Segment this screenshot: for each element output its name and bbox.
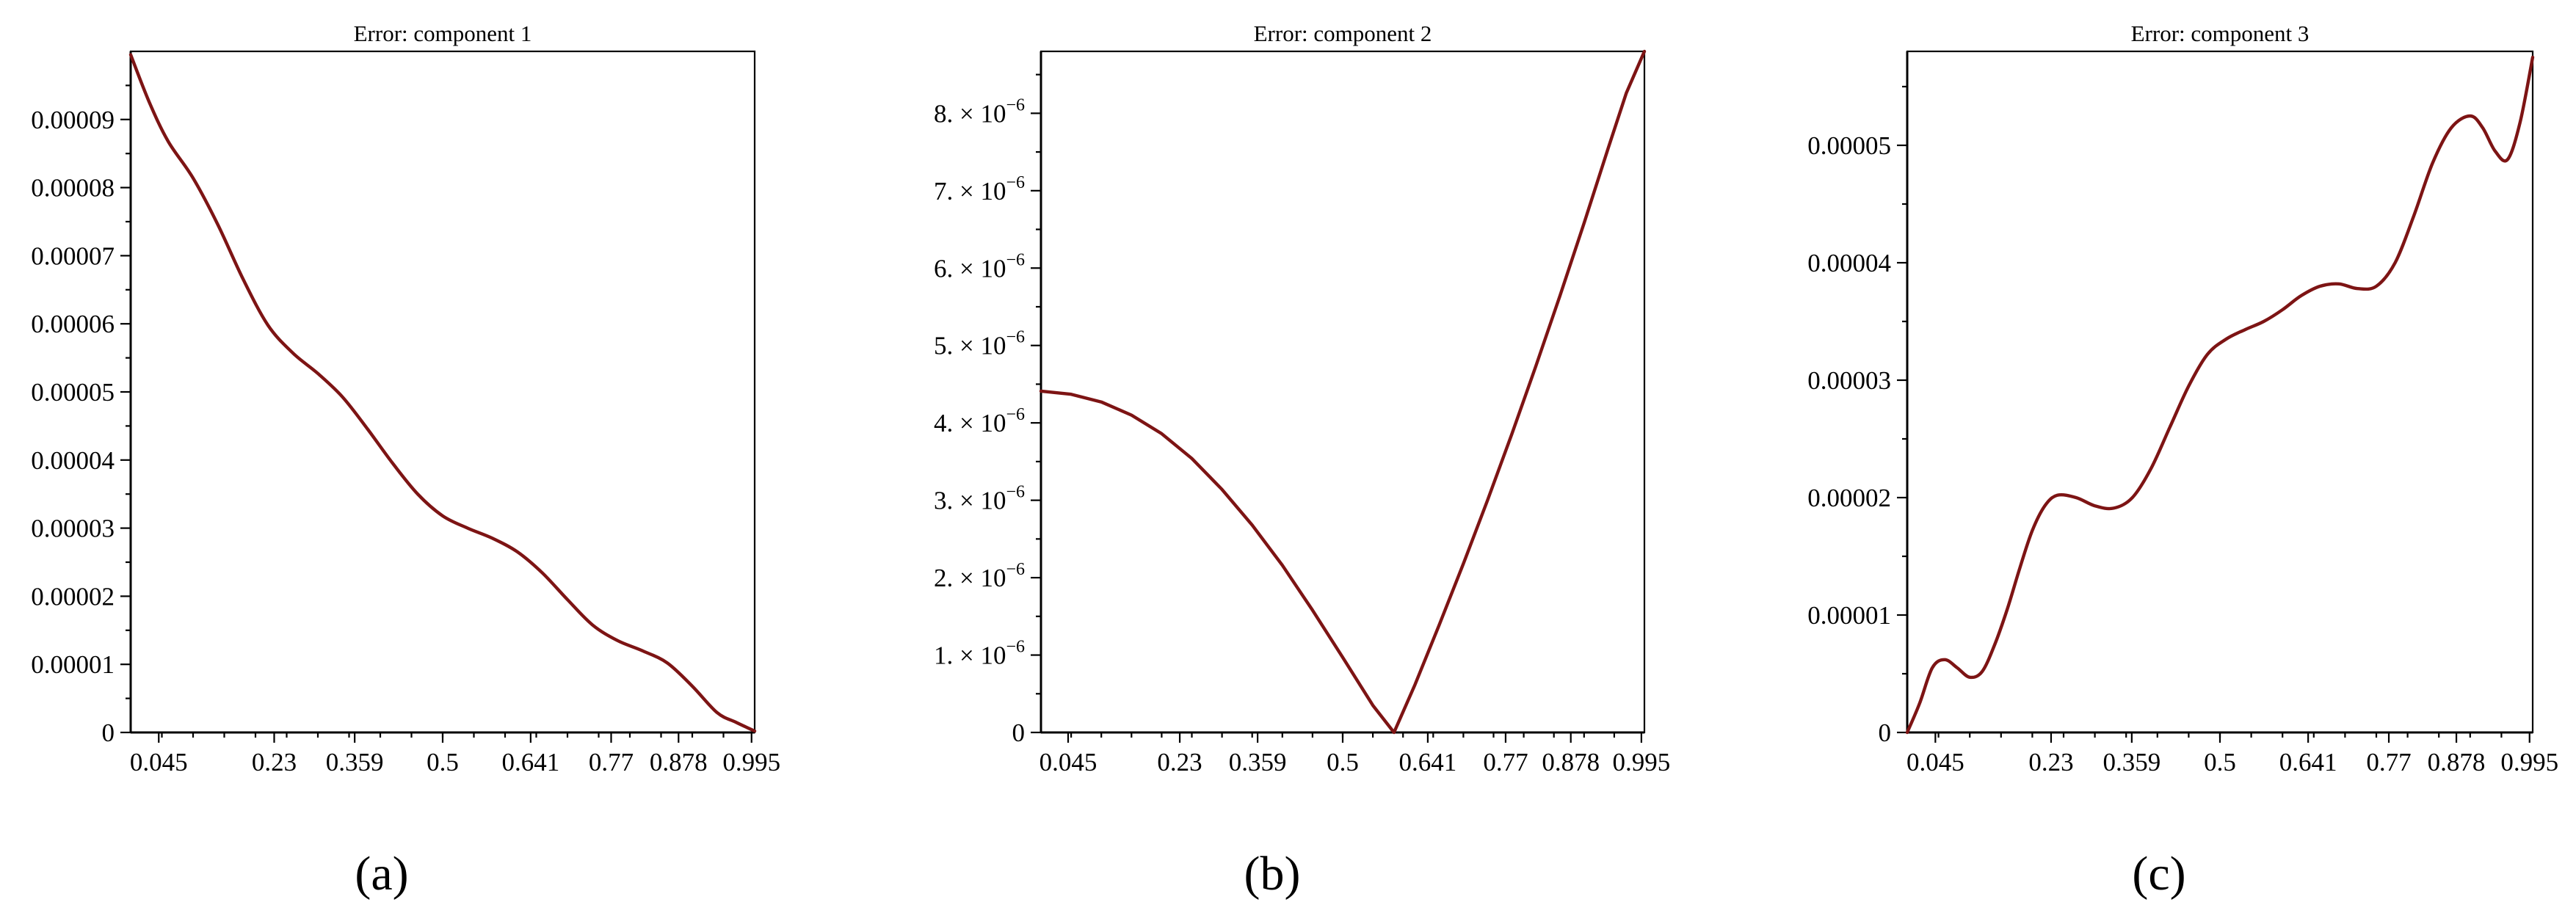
x-tick-label: 0.23 <box>252 748 297 776</box>
y-tick-label: 0 <box>1879 719 1892 747</box>
y-tick-label: 4. × 10−6 <box>934 405 1025 437</box>
x-tick-label: 0.5 <box>427 748 459 776</box>
x-tick-label: 0.045 <box>1040 748 1097 776</box>
y-tick-label: 0.00006 <box>31 310 115 338</box>
x-tick-label: 0.23 <box>1157 748 1202 776</box>
y-tick-mantissa: 2. × 10 <box>934 564 1006 592</box>
y-tick-label: 0.00003 <box>1807 366 1891 395</box>
x-tick-label: 0.045 <box>130 748 188 776</box>
series-line-1 <box>1905 55 2535 735</box>
y-tick-label: 3. × 10−6 <box>934 483 1025 515</box>
y-tick-mantissa: 8. × 10 <box>934 99 1006 128</box>
x-tick-label: 0.878 <box>650 748 708 776</box>
y-tick-exponent: −6 <box>1006 95 1025 114</box>
y-tick-label: 0.00005 <box>31 378 115 407</box>
x-tick-label: 0.77 <box>1483 748 1528 776</box>
y-tick-exponent: −6 <box>1006 250 1025 269</box>
x-tick-label: 0.77 <box>2366 748 2411 776</box>
plot-frame <box>1040 50 1646 734</box>
y-tick-label: 7. × 10−6 <box>934 173 1025 205</box>
x-tick-label: 0.5 <box>2204 748 2236 776</box>
y-tick-exponent: −6 <box>1006 483 1025 502</box>
y-tick-label: 0.00004 <box>31 446 115 475</box>
x-tick-label: 0.641 <box>501 748 559 776</box>
y-tick-exponent: −6 <box>1006 405 1025 424</box>
x-tick-label: 0.359 <box>2102 748 2160 776</box>
y-tick-exponent: −6 <box>1006 560 1025 579</box>
y-tick-exponent: −6 <box>1006 328 1025 347</box>
y-tick-label: 0 <box>1012 719 1026 747</box>
x-tick-label: 0.995 <box>2500 748 2558 776</box>
y-tick-label: 0.00002 <box>1807 484 1891 512</box>
y-tick-mantissa: 7. × 10 <box>934 177 1006 205</box>
y-tick-mantissa: 1. × 10 <box>934 641 1006 670</box>
x-tick-label: 0.359 <box>326 748 384 776</box>
y-tick-label: 1. × 10−6 <box>934 638 1025 670</box>
y-tick-label: 0.00004 <box>1807 249 1891 277</box>
y-tick-label: 6. × 10−6 <box>934 250 1025 283</box>
y-tick-label: 0.00003 <box>31 514 115 543</box>
y-tick-label: 0.00002 <box>31 582 115 611</box>
y-tick-label: 0.00001 <box>1807 601 1891 630</box>
chart-panel-2: Error: component 2 0.045 0.23 0.359 0.5 0.641… <box>934 21 1670 901</box>
y-tick-label: 0.00007 <box>31 241 115 270</box>
x-tick-label: 0.878 <box>1542 748 1600 776</box>
x-tick-label: 0.995 <box>1613 748 1671 776</box>
panel-label: (b) <box>1244 847 1301 901</box>
x-tick-label: 0.995 <box>722 748 780 776</box>
plot-frame <box>129 50 756 734</box>
y-tick-mantissa: 4. × 10 <box>934 409 1006 437</box>
chart-title: Error: component 1 <box>354 21 532 46</box>
y-tick-exponent: −6 <box>1006 638 1025 657</box>
series-line-1 <box>1039 49 1647 735</box>
y-tick-label: 2. × 10−6 <box>934 560 1025 592</box>
y-tick-label: 0.00001 <box>31 650 115 679</box>
y-tick-mantissa: 6. × 10 <box>934 254 1006 283</box>
chart-panel-1: Error: component 1 0.045 0.23 0.359 0.5 0.641… <box>31 21 780 901</box>
series-line-1 <box>128 53 757 733</box>
chart-title: Error: component 2 <box>1254 21 1432 46</box>
y-tick-label: 8. × 10−6 <box>934 95 1025 128</box>
y-tick-mantissa: 3. × 10 <box>934 487 1006 515</box>
y-tick-label: 0.00009 <box>31 106 115 134</box>
x-tick-label: 0.359 <box>1229 748 1287 776</box>
x-tick-label: 0.23 <box>2028 748 2073 776</box>
x-tick-label: 0.641 <box>1399 748 1457 776</box>
x-tick-label: 0.5 <box>1327 748 1359 776</box>
chart-title: Error: component 3 <box>2131 21 2310 46</box>
y-tick-mantissa: 5. × 10 <box>934 332 1006 360</box>
panel-label: (c) <box>2132 847 2185 901</box>
y-tick-label: 5. × 10−6 <box>934 328 1025 360</box>
y-tick-label: 0.00005 <box>1807 131 1891 160</box>
y-tick-exponent: −6 <box>1006 173 1025 192</box>
panel-label: (a) <box>355 847 408 901</box>
chart-panel-3: Error: component 3 0.045 0.23 0.359 0.5 0.641… <box>1807 21 2558 901</box>
x-tick-label: 0.045 <box>1906 748 1964 776</box>
x-tick-label: 0.77 <box>589 748 634 776</box>
x-tick-label: 0.878 <box>2428 748 2486 776</box>
y-tick-label: 0.00008 <box>31 174 115 203</box>
y-tick-label: 0 <box>102 719 115 747</box>
x-tick-label: 0.641 <box>2279 748 2337 776</box>
